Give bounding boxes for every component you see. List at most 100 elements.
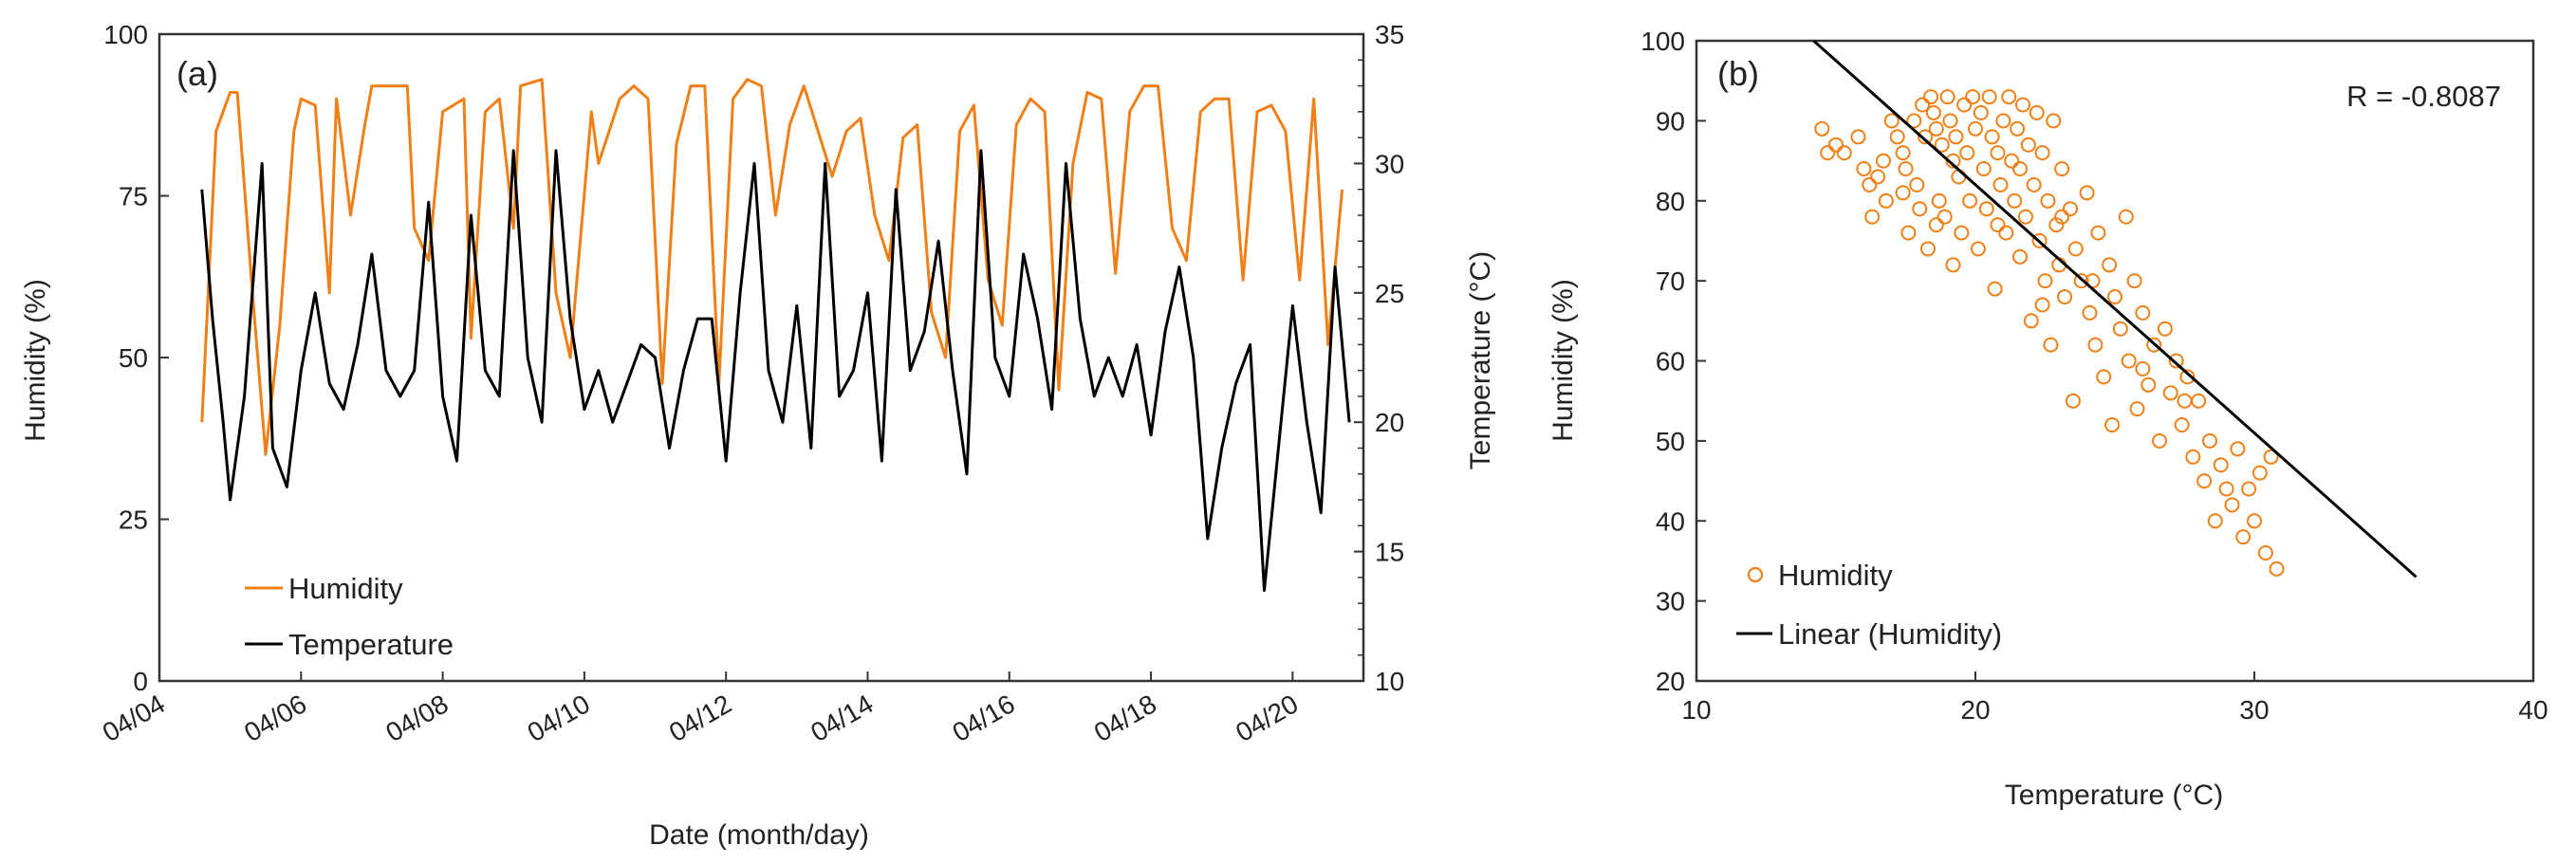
scatter-point xyxy=(2001,89,2017,105)
scatter-point xyxy=(1918,129,1934,145)
scatter-point xyxy=(2252,465,2268,481)
scatter-point xyxy=(1956,97,1973,113)
scatter-point xyxy=(1876,153,1891,169)
left-tick-label: 25 xyxy=(119,506,148,535)
scatter-point xyxy=(2004,153,2020,169)
y-axis-title: Humidity (%) xyxy=(1547,279,1579,442)
temperature-line xyxy=(200,149,1351,592)
x-tick-label: 04/18 xyxy=(1089,689,1161,747)
y-tick-label: 90 xyxy=(1656,106,1685,136)
x-tick-label: 04/12 xyxy=(664,689,736,747)
scatter-point xyxy=(1895,145,1911,161)
scatter-point xyxy=(2235,529,2252,545)
legend-humidity-label: Humidity xyxy=(288,572,403,605)
right-tick-label: 15 xyxy=(1375,538,1404,567)
scatter-point xyxy=(2263,449,2279,465)
scatter-point xyxy=(1968,120,1983,137)
y-axis-ticks: 20 30 40 50 60 70 80 90 100 xyxy=(1640,27,1706,696)
scatter-point xyxy=(1898,161,1914,176)
scatter-point xyxy=(2129,401,2145,417)
scatter-point xyxy=(2179,369,2196,385)
legend-humidity-label: Humidity xyxy=(1778,559,1893,592)
scatter-point xyxy=(2185,449,2201,465)
scatter-point xyxy=(1883,113,1900,129)
scatter-point xyxy=(1920,241,1936,257)
scatter-point xyxy=(2079,185,2095,201)
right-tick-label: 20 xyxy=(1375,408,1404,437)
y-tick-label: 60 xyxy=(1656,347,1685,377)
scatter-point xyxy=(1864,209,1881,225)
right-tick-label: 30 xyxy=(1375,149,1404,178)
x-tick-label: 04/04 xyxy=(98,689,170,747)
scatter-point xyxy=(1948,129,1964,145)
scatter-point xyxy=(2135,360,2151,377)
panel-label: (a) xyxy=(176,54,218,93)
scatter-point xyxy=(2241,481,2257,497)
x-tick-label: 04/10 xyxy=(523,689,595,747)
scatter-point xyxy=(2096,369,2112,385)
scatter-point xyxy=(2010,120,2026,137)
scatter-point xyxy=(2126,273,2142,289)
scatter-point xyxy=(1912,201,1928,217)
y-tick-label: 50 xyxy=(1656,427,1685,456)
scatter-point xyxy=(2174,417,2190,432)
series-lines xyxy=(200,78,1351,592)
scatter-point xyxy=(2090,225,2106,241)
scatter-point xyxy=(2054,161,2070,176)
scatter-point xyxy=(2157,321,2173,337)
scatter-point xyxy=(1900,225,1917,241)
scatter-point xyxy=(2082,304,2098,321)
scatter-point xyxy=(2040,193,2056,209)
scatter-point xyxy=(1862,176,1878,193)
legend: Humidity Temperature xyxy=(245,572,454,661)
scatter-point xyxy=(2034,297,2050,313)
x-tick-label: 30 xyxy=(2239,695,2269,725)
scatter-point xyxy=(2012,248,2028,265)
scatter-point xyxy=(2140,377,2157,393)
scatter-point xyxy=(1934,137,1950,153)
scatter-point xyxy=(2037,273,2053,289)
scatter-point xyxy=(2224,497,2240,513)
scatter-point xyxy=(1889,129,1905,145)
scatter-point xyxy=(2247,513,2262,529)
scatter-point xyxy=(1895,185,1911,201)
x-tick-label: 04/20 xyxy=(1231,689,1303,747)
scatter-point xyxy=(2067,241,2084,257)
legend-linear-label: Linear (Humidity) xyxy=(1778,617,2002,651)
scatter-point xyxy=(1975,161,1992,176)
scatter-point xyxy=(2043,337,2059,353)
y-tick-label: 40 xyxy=(1656,506,1685,536)
scatter-point xyxy=(2207,513,2223,529)
scatter-point xyxy=(2017,209,2033,225)
x-tick-label: 04/06 xyxy=(239,689,311,747)
scatter-point xyxy=(1850,129,1866,145)
scatter-point xyxy=(2031,232,2048,248)
scatter-point xyxy=(1973,104,1989,120)
right-tick-label: 35 xyxy=(1375,20,1404,49)
scatter-point xyxy=(2162,385,2178,401)
scatter-point xyxy=(1990,217,2006,233)
scatter-point xyxy=(1928,120,1944,137)
scatter-point xyxy=(2020,137,2036,153)
panel-label: (b) xyxy=(1717,54,1759,93)
x-axis-ticks: 04/04 04/06 04/08 04/10 04/12 04/14 04/16 04/18… xyxy=(98,671,1303,747)
scatter-point xyxy=(2015,97,2030,113)
x-axis-title: Date (month/day) xyxy=(649,819,869,851)
scatter-point xyxy=(1945,257,1961,273)
scatter-point xyxy=(1992,176,2009,193)
x-tick-label: 04/08 xyxy=(380,689,453,747)
scatter-point xyxy=(1870,169,1886,185)
left-axis-ticks: 0 25 50 75 100 xyxy=(103,20,169,696)
scatter-point xyxy=(1937,209,1953,225)
scatter-point xyxy=(2135,304,2151,321)
x-tick-label: 40 xyxy=(2518,695,2548,725)
scatter-point xyxy=(1965,89,1981,105)
left-tick-label: 50 xyxy=(119,343,148,373)
scatter-points xyxy=(1814,89,2285,577)
scatter-point xyxy=(1984,129,2000,145)
scatter-point xyxy=(2191,393,2207,409)
left-axis-title: Humidity (%) xyxy=(20,279,51,442)
right-tick-label: 25 xyxy=(1375,279,1404,308)
scatter-point xyxy=(1923,89,1938,105)
legend-humidity-marker xyxy=(1747,566,1764,583)
